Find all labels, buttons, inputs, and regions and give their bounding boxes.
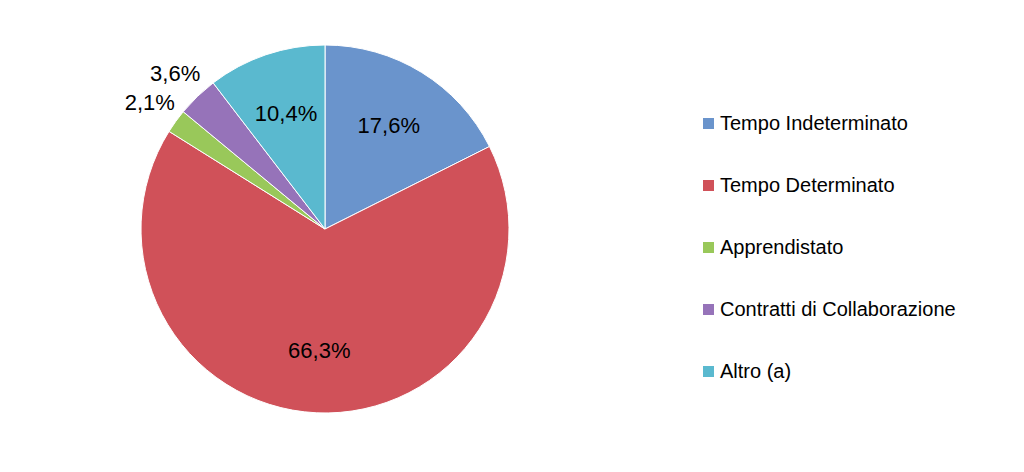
svg-text:17,6%: 17,6% [358,113,420,138]
html-text:Tempo Indeterminato: Tempo Indeterminato [720,111,908,134]
html-text:Contratti di Collaborazione: Contratti di Collaborazione [720,297,956,320]
html-text:Apprendistato: Apprendistato [720,235,844,258]
svg-text:3,6%: 3,6% [150,61,200,86]
svg-text:2,1%: 2,1% [125,90,175,115]
html-text:Tempo Determinato: Tempo Determinato [720,173,895,196]
svg-text:10,4%: 10,4% [255,101,317,126]
html-text:Altro (a): Altro (a) [720,359,792,382]
svg-text:66,3%: 66,3% [288,338,350,363]
